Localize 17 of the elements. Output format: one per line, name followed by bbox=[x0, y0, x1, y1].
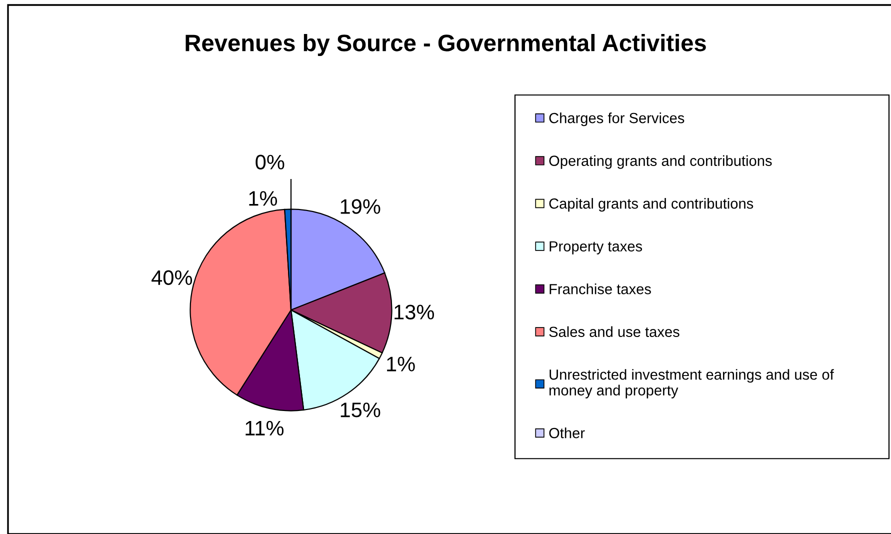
data-label: 1% bbox=[387, 356, 415, 372]
legend-label: Capital grants and contributions bbox=[549, 198, 754, 212]
chart-title: Revenues by Source - Governmental Activities bbox=[186, 34, 706, 56]
legend-label: Franchise taxes bbox=[550, 284, 651, 294]
legend-label: Other bbox=[549, 428, 585, 438]
legend-label: Charges for Services bbox=[549, 112, 684, 126]
data-label: 1% bbox=[249, 191, 278, 206]
legend-label: Operating grants and contributions bbox=[549, 155, 772, 169]
text: 0% bbox=[256, 154, 284, 170]
data-label: 11% bbox=[246, 420, 284, 436]
data-label: 40% bbox=[152, 270, 192, 286]
data-label: 19% bbox=[340, 199, 380, 214]
data-label: 13% bbox=[394, 304, 434, 320]
data-label: 15% bbox=[340, 402, 380, 418]
legend-label: Property taxes bbox=[550, 241, 642, 254]
legend-label: Unrestricted investment earnings and use of money and property bbox=[550, 369, 834, 398]
legend-label: Sales and use taxes bbox=[549, 326, 680, 338]
